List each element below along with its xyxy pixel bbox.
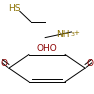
Text: O: O xyxy=(0,59,7,68)
Text: NH: NH xyxy=(56,30,70,39)
Text: 3: 3 xyxy=(70,32,74,37)
Text: O: O xyxy=(87,59,94,68)
Text: HS: HS xyxy=(8,4,20,13)
Text: +: + xyxy=(73,30,79,36)
Text: OHO: OHO xyxy=(37,44,57,53)
